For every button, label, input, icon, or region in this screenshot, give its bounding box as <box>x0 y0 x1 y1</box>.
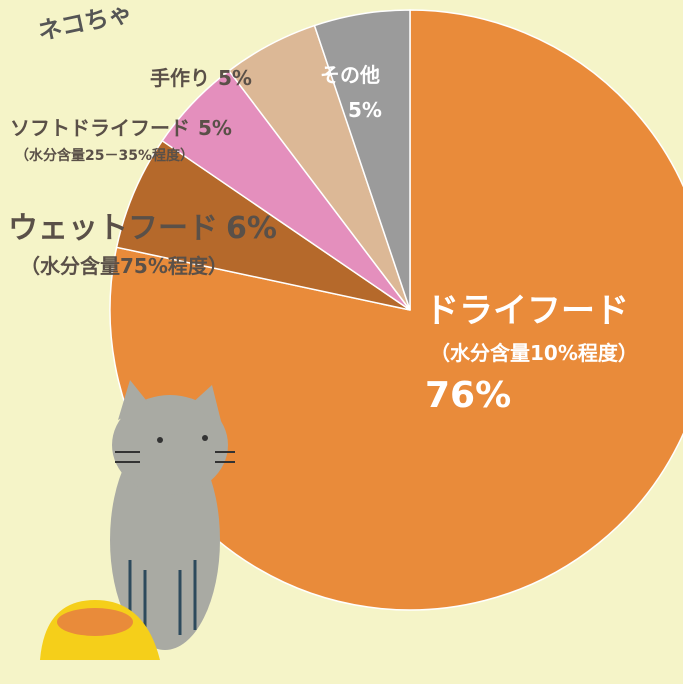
category-name: 手作り <box>150 66 210 90</box>
pie <box>109 9 683 611</box>
value-label: 76% <box>425 375 511 416</box>
slice-label: その他 <box>320 63 380 87</box>
value-label: 6% <box>226 211 277 246</box>
slice-label: ドライフード <box>425 291 629 331</box>
category-name: ドライフード <box>425 291 629 331</box>
note-label: （水分含量25－35%程度） <box>15 147 194 164</box>
pie-slice <box>313 9 411 311</box>
note-label: （水分含量10%程度） <box>430 341 638 365</box>
slice-label: ソフトドライフード 5% <box>10 116 232 140</box>
pie-slice <box>115 139 411 311</box>
category-name: ウェットフード <box>8 211 218 246</box>
labels: ドライフード 76% （水分含量10%程度） ウェットフード 6% （水分含量75%程度）… <box>8 63 638 416</box>
slice-label: ウェットフード 6% <box>8 211 277 246</box>
cat-illustration <box>40 380 235 660</box>
slice-label: 手作り 5% <box>150 66 252 90</box>
value-label: 5% <box>348 98 382 122</box>
value-label: 5% <box>218 66 252 90</box>
note-label: （水分含量75%程度） <box>20 254 228 278</box>
category-name: ソフトドライフード <box>10 116 190 140</box>
category-name: その他 <box>320 63 380 87</box>
value-label: 5% <box>198 116 232 140</box>
